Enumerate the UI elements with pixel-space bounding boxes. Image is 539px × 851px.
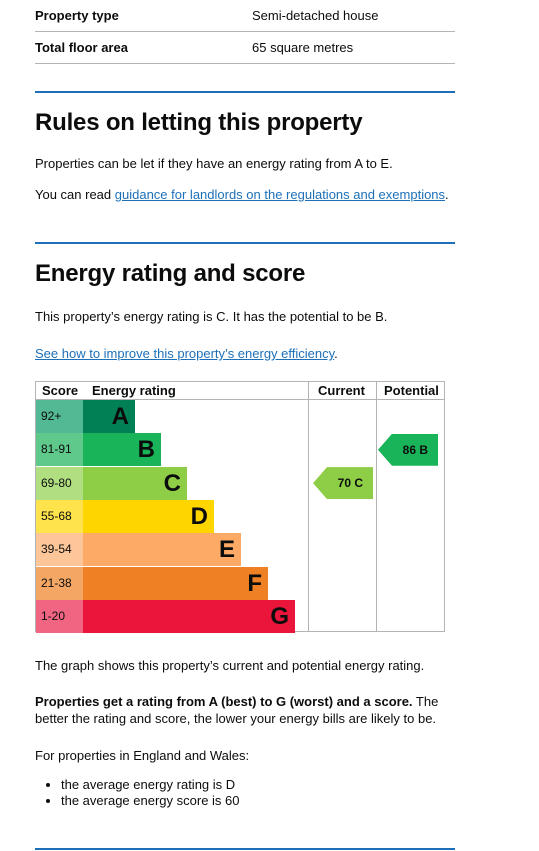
energy-rating-chart: Score Energy rating Current Potential 92… xyxy=(35,381,445,633)
energy-rating-paragraph: This property’s energy rating is C. It h… xyxy=(35,309,388,324)
band-bar: G xyxy=(83,599,295,633)
graph-note: The graph shows this property’s current … xyxy=(35,658,425,673)
score-column-header: Score xyxy=(42,383,79,398)
rating-explanation: Properties get a rating from A (best) to… xyxy=(35,693,455,727)
chart-column-divider xyxy=(308,382,309,631)
band-letter: C xyxy=(163,469,181,497)
band-letter: B xyxy=(137,436,155,464)
band-score-range: 81-91 xyxy=(36,433,83,467)
band-score-range: 69-80 xyxy=(36,466,83,500)
potential-column-header: Potential xyxy=(384,383,439,398)
guidance-prefix: You can read xyxy=(35,187,115,202)
section-divider xyxy=(35,242,455,244)
improve-paragraph: See how to improve this property’s energ… xyxy=(35,345,455,362)
improve-suffix: . xyxy=(334,346,338,361)
property-summary: Property type Semi-detached house Total … xyxy=(35,0,455,64)
averages-list: the average energy rating is D the avera… xyxy=(35,777,240,809)
chart-column-divider xyxy=(376,382,377,631)
chart-header-line xyxy=(36,399,444,400)
list-item: the average energy score is 60 xyxy=(61,793,240,809)
band-score-range: 39-54 xyxy=(36,533,83,567)
band-bar: F xyxy=(83,566,268,600)
england-wales-intro: For properties in England and Wales: xyxy=(35,748,250,763)
summary-value: 65 square metres xyxy=(252,40,354,55)
band-letter: E xyxy=(218,536,235,564)
current-rating-arrow: 70 C xyxy=(313,467,373,500)
rules-paragraph: Properties can be let if they have an en… xyxy=(35,156,393,171)
rules-guidance-paragraph: You can read guidance for landlords on t… xyxy=(35,186,455,203)
band-letter: G xyxy=(270,602,289,630)
band-bar: D xyxy=(83,499,214,533)
band-bar: A xyxy=(83,400,135,433)
band-score-range: 92+ xyxy=(36,400,83,433)
section-divider xyxy=(35,848,455,850)
summary-row-floor-area: Total floor area 65 square metres xyxy=(35,32,455,64)
summary-key: Property type xyxy=(35,8,119,23)
rating-explanation-bold: Properties get a rating from A (best) to… xyxy=(35,694,413,709)
potential-rating-arrow: 86 B xyxy=(378,433,438,466)
guidance-link[interactable]: guidance for landlords on the regulation… xyxy=(114,187,446,202)
summary-key: Total floor area xyxy=(35,40,128,55)
rules-heading: Rules on letting this property xyxy=(35,109,363,136)
guidance-suffix: . xyxy=(445,187,449,202)
band-score-range: 21-38 xyxy=(36,566,83,600)
summary-row-property-type: Property type Semi-detached house xyxy=(35,0,455,32)
rating-column-header: Energy rating xyxy=(92,383,176,398)
band-bar: B xyxy=(83,433,161,467)
improve-efficiency-link[interactable]: See how to improve this property’s energ… xyxy=(35,346,335,361)
band-bar: E xyxy=(83,533,241,567)
energy-heading: Energy rating and score xyxy=(35,260,306,287)
section-divider xyxy=(35,91,455,93)
list-item: the average energy rating is D xyxy=(61,777,240,793)
rating-explanation-rest: The better the rating and score, the low… xyxy=(35,694,439,726)
band-letter: F xyxy=(247,569,262,597)
band-score-range: 1-20 xyxy=(36,599,83,633)
band-score-range: 55-68 xyxy=(36,499,83,533)
band-letter: D xyxy=(190,502,208,530)
summary-value: Semi-detached house xyxy=(252,8,379,23)
band-letter: A xyxy=(111,403,129,430)
current-column-header: Current xyxy=(318,383,365,398)
band-bar: C xyxy=(83,466,187,500)
